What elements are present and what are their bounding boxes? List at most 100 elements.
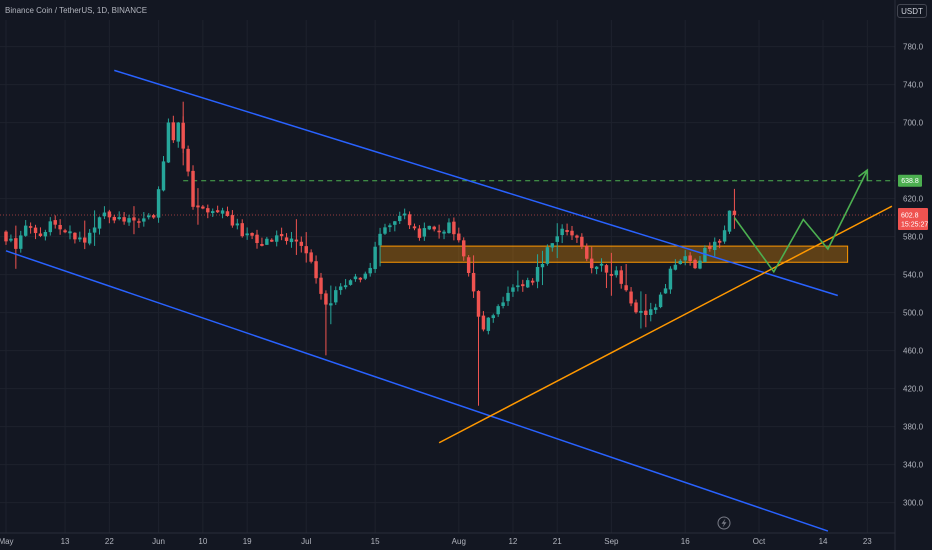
time-axis[interactable]: May 13 22 Jun 10 19 Jul 15 Aug 12 21 Sep 16 Oct 14 23 xyxy=(0,532,895,546)
candle xyxy=(688,252,692,266)
candle xyxy=(668,266,673,294)
candle-body xyxy=(294,239,299,242)
candle-body xyxy=(48,221,53,233)
candle xyxy=(28,222,33,234)
time-tick-label: Jun xyxy=(152,537,165,546)
candle xyxy=(481,311,486,332)
candle-body xyxy=(703,247,707,263)
candle xyxy=(314,255,318,284)
candle-body xyxy=(476,291,481,317)
candle-body xyxy=(171,122,176,141)
candle-body xyxy=(334,290,338,303)
candle xyxy=(358,277,363,283)
candle xyxy=(274,230,279,247)
candle-body xyxy=(407,214,412,226)
candle-body xyxy=(142,218,146,222)
projection-arrowhead xyxy=(858,168,869,182)
candle-body xyxy=(462,240,466,257)
candle-body xyxy=(658,294,663,308)
candle-body xyxy=(535,266,540,282)
candle xyxy=(284,233,289,245)
candle-body xyxy=(73,232,77,240)
candle xyxy=(417,225,422,241)
candle-body xyxy=(717,240,722,243)
candle xyxy=(589,246,594,274)
candle xyxy=(289,231,294,248)
candle-body xyxy=(58,224,62,230)
candle xyxy=(255,229,259,249)
candlestick-series xyxy=(4,101,737,406)
candle xyxy=(516,270,520,292)
candle xyxy=(422,222,427,241)
candle xyxy=(457,227,461,243)
candle xyxy=(161,156,166,192)
candle-body xyxy=(447,222,451,234)
price-tick-label: 300.0 xyxy=(903,499,924,508)
candle xyxy=(663,284,668,294)
time-tick-label: Sep xyxy=(604,537,619,546)
candle xyxy=(609,252,614,296)
candle xyxy=(407,211,412,229)
candle-body xyxy=(639,310,643,313)
candle xyxy=(23,220,28,237)
candle-body xyxy=(97,217,102,229)
candle-body xyxy=(348,280,353,285)
candle-body xyxy=(132,217,136,221)
candle-body xyxy=(624,285,628,291)
candle-body xyxy=(619,270,623,284)
candle xyxy=(501,296,505,309)
candle-body xyxy=(274,235,279,242)
price-axis[interactable]: 300.0 340.0 380.0 420.0 460.0 500.0 540.0 580.0… xyxy=(894,0,924,550)
candle-body xyxy=(713,241,717,251)
candle xyxy=(191,165,195,210)
candle xyxy=(427,225,431,231)
candle xyxy=(594,266,599,275)
last-price-label: 602.8 xyxy=(901,212,919,219)
candle-body xyxy=(33,227,38,234)
candle xyxy=(132,206,136,235)
candle xyxy=(58,219,62,235)
candle-body xyxy=(378,233,382,246)
currency-unit-button[interactable]: USDT xyxy=(897,4,927,18)
candle-body xyxy=(688,255,692,261)
candle xyxy=(107,209,112,224)
candle xyxy=(294,219,299,255)
candle xyxy=(363,271,368,281)
candle-body xyxy=(402,213,407,216)
candle xyxy=(112,214,117,224)
candle xyxy=(235,218,240,230)
candle xyxy=(338,283,343,295)
candle-body xyxy=(329,303,333,306)
candle xyxy=(599,258,604,272)
candle-body xyxy=(83,237,87,243)
candle-body xyxy=(127,218,131,223)
candle-body xyxy=(373,246,377,270)
candle-body xyxy=(28,226,33,228)
candle-body xyxy=(161,161,166,191)
candle xyxy=(521,279,525,292)
candle xyxy=(33,224,38,240)
candle-body xyxy=(663,288,668,294)
candle-body xyxy=(609,274,614,276)
candle xyxy=(383,223,387,235)
candle-body xyxy=(693,259,697,269)
time-tick-label: 19 xyxy=(243,537,252,546)
candle-body xyxy=(422,228,427,237)
candle xyxy=(270,238,274,242)
candle xyxy=(68,225,72,240)
candle xyxy=(535,254,540,289)
projection-path xyxy=(733,169,869,274)
candle-body xyxy=(151,215,156,218)
lightning-icon[interactable] xyxy=(717,516,731,530)
candle-body xyxy=(565,230,569,232)
candle-body xyxy=(102,212,107,217)
candle xyxy=(43,229,48,241)
candle xyxy=(437,224,441,239)
candle-body xyxy=(589,258,594,269)
candle xyxy=(122,212,126,225)
candle-body xyxy=(338,286,343,291)
candle xyxy=(137,218,141,228)
candle-body xyxy=(304,246,308,254)
candle xyxy=(452,217,456,241)
